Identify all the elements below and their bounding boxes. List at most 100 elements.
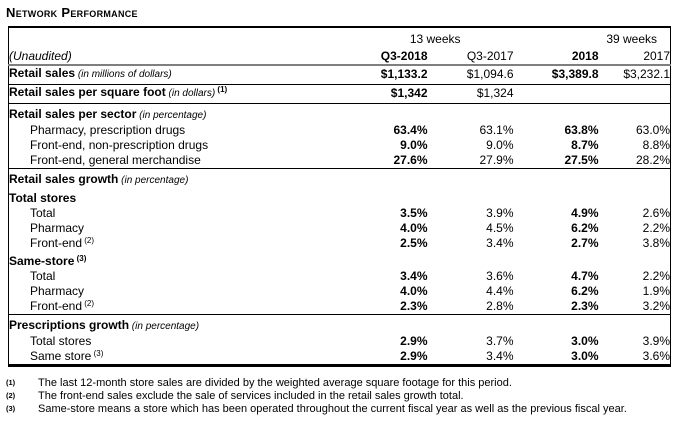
row-value <box>599 104 671 124</box>
table-body: 13 weeks 39 weeks (Unaudited) Q3-2018 Q3… <box>8 27 671 366</box>
row-value: 4.9% <box>571 206 599 220</box>
row-value: 2.5% <box>400 236 428 250</box>
row-label: Front-end (2) <box>8 299 343 315</box>
table-row: Same store (3) 2.9% 3.4% 3.0% 3.6% <box>9 349 671 366</box>
row-value: 9.0% <box>400 138 428 152</box>
row-value <box>428 169 514 189</box>
row-value: 4.5% <box>486 221 514 235</box>
row-value <box>343 104 428 124</box>
row-label: Front-end (2) <box>30 236 95 250</box>
row-value <box>343 251 428 269</box>
row-value: 3.4% <box>486 236 514 250</box>
row-value: 4.0% <box>400 284 428 298</box>
row-value: 2.8% <box>427 299 514 315</box>
footnote-text: The last 12-month store sales are divide… <box>38 377 512 389</box>
footnote: (3) Same-store means a store which has be… <box>5 403 674 416</box>
row-value <box>428 188 514 206</box>
table-row: Pharmacy, prescription drugs 63.4% 63.1% 63… <box>9 123 671 138</box>
row-value: $1,094.6 <box>427 65 514 85</box>
row-value: 28.2% <box>598 153 671 169</box>
row-value <box>428 315 514 335</box>
row-value: 63.1% <box>479 123 514 137</box>
row-value: $3,232.1 <box>598 65 671 85</box>
row-value <box>514 104 599 124</box>
page-title: Network Performance <box>6 5 138 20</box>
table-row: Prescriptions growth (in percentage) <box>9 315 671 335</box>
table-row: Total 3.5% 3.9% 4.9% 2.6% <box>9 206 671 221</box>
table-row: Retail sales per sector (in percentage) <box>9 104 671 124</box>
row-value <box>599 251 671 269</box>
row-value: 3.4% <box>486 349 514 363</box>
period-13-weeks: 13 weeks <box>409 32 461 46</box>
row-value <box>514 188 599 206</box>
row-label-note: (in dollars) <box>165 88 216 99</box>
row-label: Same-store (3) <box>9 254 87 268</box>
table-row: Pharmacy 4.0% 4.4% 6.2% 1.9% <box>9 284 671 299</box>
table-row: Total 3.4% 3.6% 4.7% 2.2% <box>9 269 671 284</box>
table-row: Front-end, general merchandise 27.6% 27.9%… <box>8 153 671 169</box>
table-row: Retail sales (in millions of dollars) $1,… <box>8 65 671 85</box>
row-value: $3,389.8 <box>513 65 599 85</box>
row-value <box>514 315 599 335</box>
row-value: $1,133.2 <box>342 65 428 85</box>
column-header-q3-2017: Q3-2017 <box>427 47 514 66</box>
row-label: Retail sales per sector (in percentage) <box>9 107 207 121</box>
row-value: 3.8% <box>642 236 671 250</box>
row-label: Total <box>30 269 56 283</box>
row-value: 3.0% <box>571 349 599 363</box>
row-value: 6.2% <box>571 284 599 298</box>
table-row: Retail sales growth (in percentage) <box>9 169 671 189</box>
period-39-weeks: 39 weeks <box>606 32 658 46</box>
period-header-row: 13 weeks 39 weeks <box>9 27 671 47</box>
row-value: 2.6% <box>642 206 671 220</box>
footnotes: (1) The last 12-month store sales are div… <box>5 377 674 416</box>
row-label: Total <box>30 206 56 220</box>
row-value: 3.5% <box>400 206 428 220</box>
row-value: 2.9% <box>400 349 428 363</box>
footnote-marker: (1) <box>6 378 16 387</box>
row-value: 3.9% <box>486 206 514 220</box>
row-value: 3.2% <box>598 299 671 315</box>
row-label: Front-end, non-prescription drugs <box>30 138 209 152</box>
row-value: 3.4% <box>400 269 428 283</box>
row-value: 3.9% <box>642 334 671 348</box>
row-label: Same store (3) <box>30 349 104 363</box>
table-row: Front-end (2) 2.5% 3.4% 2.7% 3.8% <box>9 236 671 251</box>
row-value: 9.0% <box>486 138 514 152</box>
row-label: Retail sales (in millions of dollars) <box>8 65 343 85</box>
row-label-note: (in percentage) <box>129 321 200 332</box>
column-header-unaudited: (Unaudited) <box>8 47 343 66</box>
row-value: 8.7% <box>571 138 599 152</box>
column-header-row: (Unaudited) Q3-2018 Q3-2017 2018 2017 <box>8 47 671 66</box>
row-value: 4.0% <box>400 221 428 235</box>
row-value: 63.4% <box>393 123 428 137</box>
row-value <box>428 251 514 269</box>
footnote-reference: (3) <box>91 349 104 358</box>
row-value: 63.8% <box>564 123 599 137</box>
row-value: 2.2% <box>642 269 671 283</box>
row-label: Total stores <box>30 334 92 348</box>
footnote-marker: (3) <box>6 404 16 413</box>
row-value: $1,342 <box>342 84 428 104</box>
row-value: 27.5% <box>513 153 599 169</box>
row-value: 6.2% <box>571 221 599 235</box>
row-value: 63.0% <box>636 123 671 137</box>
row-value <box>599 315 671 335</box>
row-value: 3.6% <box>486 269 514 283</box>
row-label: Front-end, general merchandise <box>8 153 343 169</box>
table-row: Pharmacy 4.0% 4.5% 6.2% 2.2% <box>9 221 671 236</box>
footnote: (2) The front-end sales exclude the sale … <box>5 390 674 403</box>
row-value: 4.4% <box>486 284 514 298</box>
table-row: Front-end, non-prescription drugs 9.0% 9.0… <box>9 138 671 153</box>
row-value: 2.3% <box>513 299 599 315</box>
table-row: Total stores <box>9 188 671 206</box>
row-label: Pharmacy <box>30 284 85 298</box>
network-performance-table: 13 weeks 39 weeks (Unaudited) Q3-2018 Q3… <box>8 26 672 367</box>
row-value <box>599 169 671 189</box>
table-row: Retail sales per square foot (in dollars… <box>8 84 671 104</box>
table-row: Front-end (2) 2.3% 2.8% 2.3% 3.2% <box>8 299 671 315</box>
row-value <box>514 169 599 189</box>
footnote-reference: (2) <box>82 299 95 308</box>
row-value: 1.9% <box>642 284 671 298</box>
